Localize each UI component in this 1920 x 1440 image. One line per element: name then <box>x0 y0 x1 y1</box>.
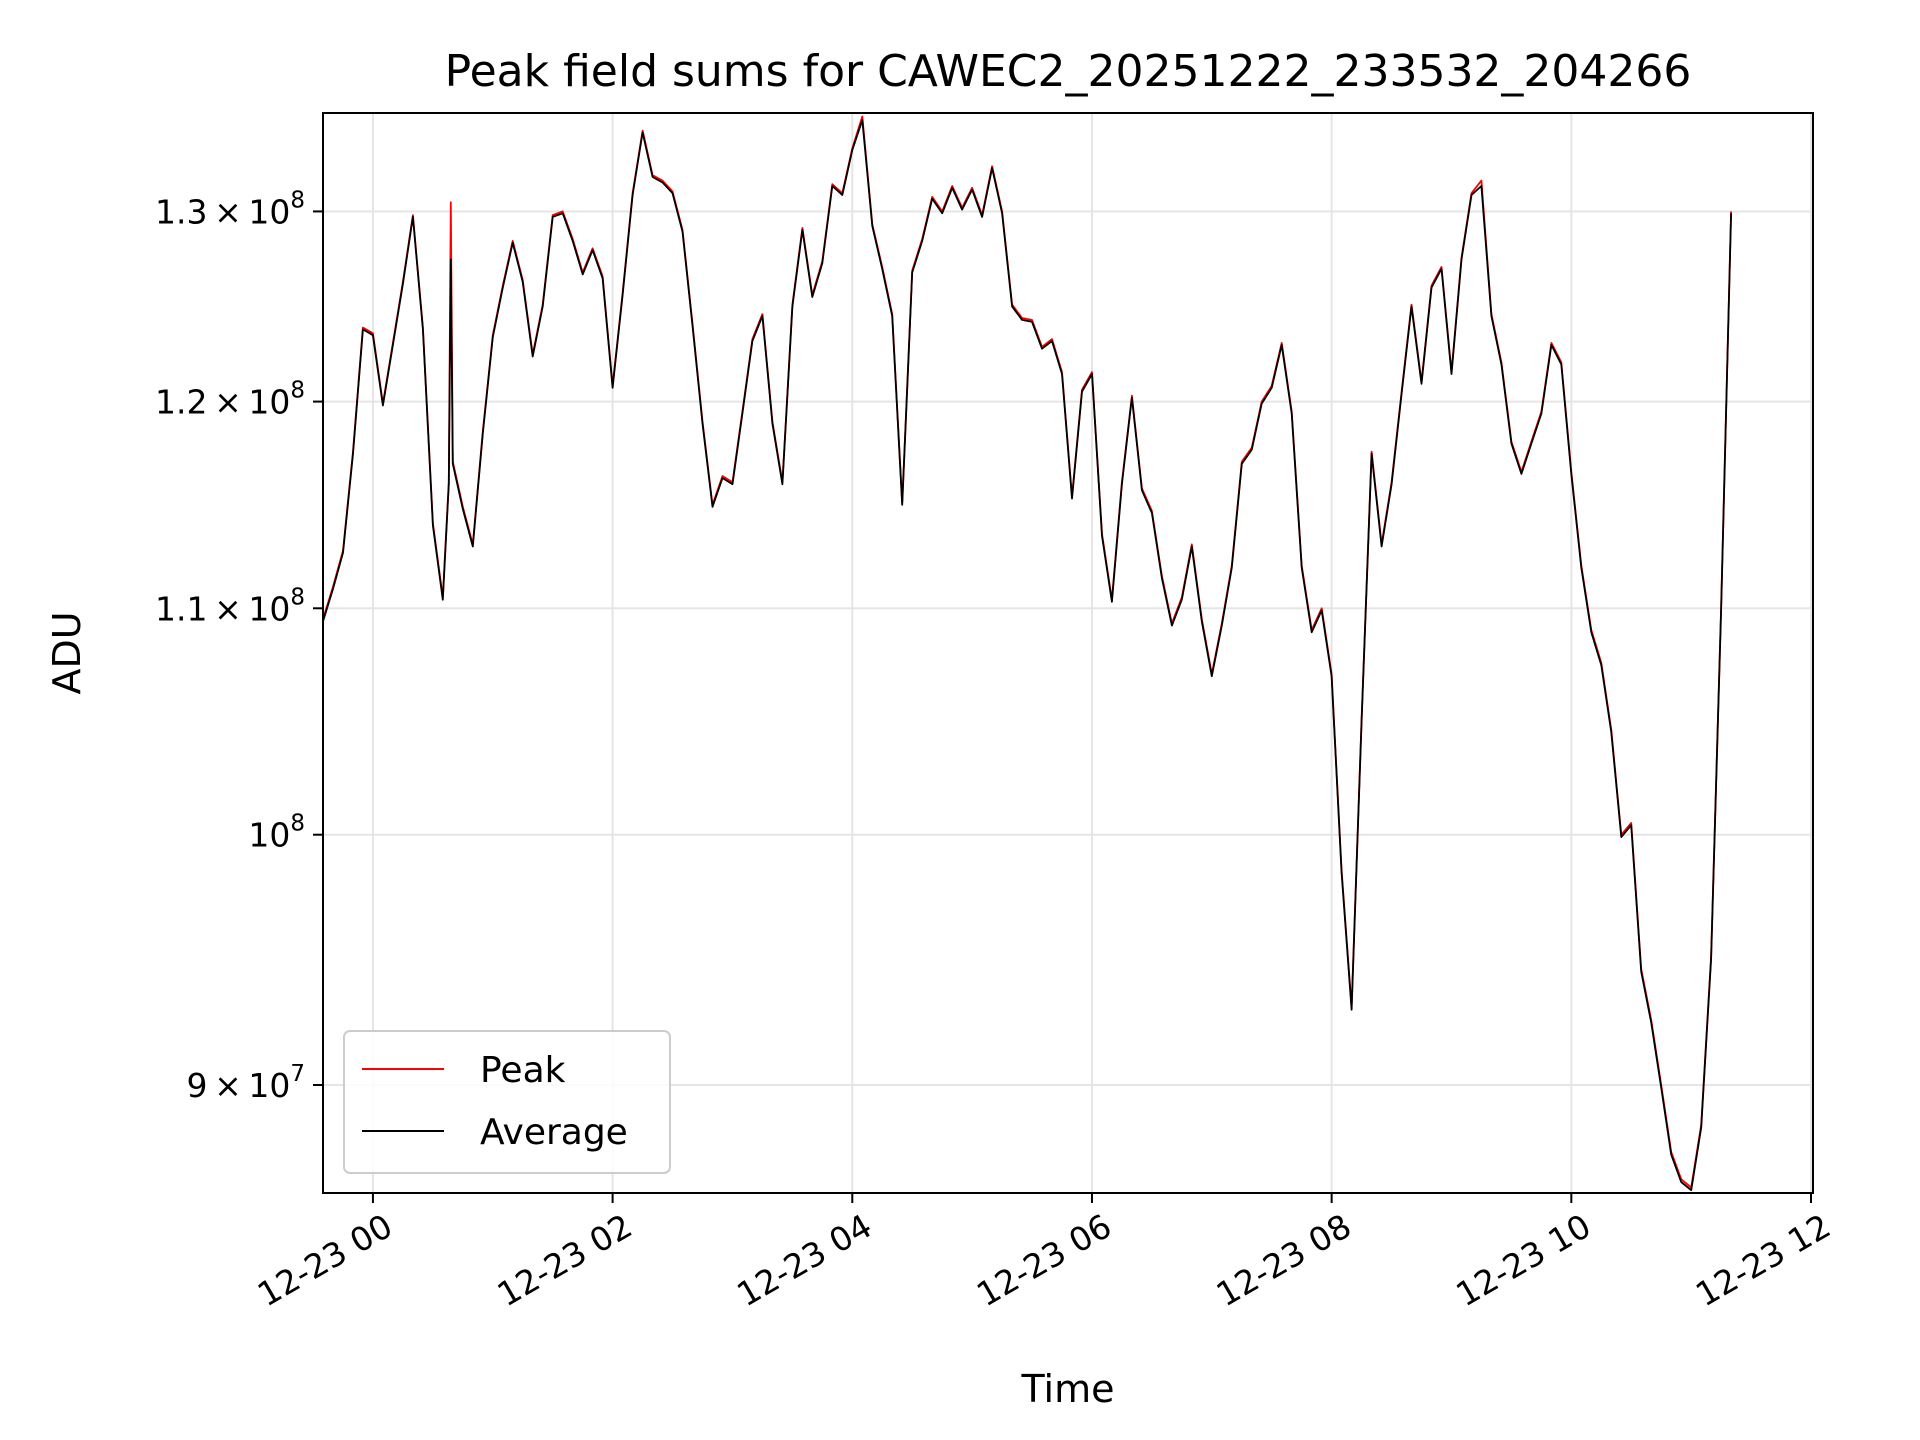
y-tick-label: 9 × 107 <box>187 1061 305 1105</box>
y-tick-label: 1.3 × 108 <box>155 187 305 231</box>
legend: Peak Average <box>343 1030 671 1174</box>
legend-label-average: Average <box>480 1112 628 1153</box>
y-tick-label: 108 <box>248 811 305 855</box>
plot-area <box>322 115 1732 1192</box>
y-axis-label: ADU <box>45 611 89 694</box>
chart-title: Peak field sums for CAWEC2_20251222_2335… <box>445 46 1692 97</box>
y-axis: 9 × 107 108 1.1 × 108 1.2 × 108 1.3 × 108 <box>155 187 323 1105</box>
x-axis-label: Time <box>1021 1367 1115 1411</box>
y-tick-label: 1.2 × 108 <box>155 378 305 422</box>
legend-box <box>343 1030 671 1174</box>
y-tick-label: 1.1 × 108 <box>155 584 305 628</box>
series-average-line <box>322 119 1732 1192</box>
axes-frame <box>322 112 1814 1194</box>
legend-label-peak: Peak <box>480 1050 566 1091</box>
